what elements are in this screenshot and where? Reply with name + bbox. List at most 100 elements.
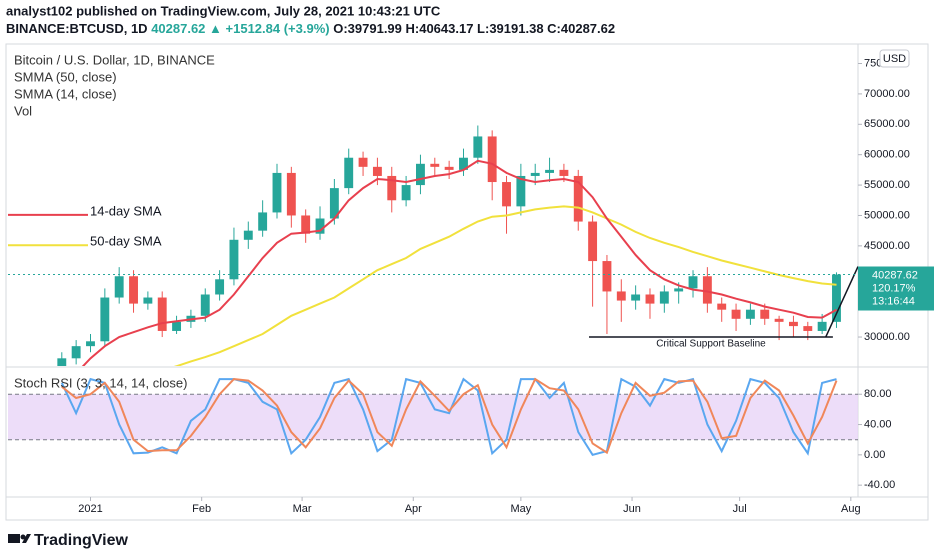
brand: TradingView (34, 532, 129, 549)
y-tick-label: 70000.00 (864, 88, 910, 100)
candle-body (114, 276, 124, 298)
candle-body (788, 321, 798, 327)
plot-layer: 30000.0035000.0040000.0045000.0050000.00… (8, 57, 934, 515)
candle-body (803, 326, 813, 331)
candle-body (487, 136, 497, 183)
candle-body (588, 221, 598, 262)
candle-body (774, 318, 784, 322)
candle-body (57, 358, 67, 366)
candle-body (545, 169, 555, 173)
last-price-box (858, 266, 934, 311)
candle-body (329, 188, 339, 219)
candle-body (286, 172, 296, 216)
x-tick-label: 2021 (78, 503, 102, 515)
y-tick-label: 50000.00 (864, 209, 910, 221)
series-line (60, 377, 837, 456)
published-line: analyst102 published on TradingView.com,… (6, 3, 441, 18)
x-tick-label: May (510, 503, 531, 515)
support-label: Critical Support Baseline (656, 339, 766, 350)
last-price: 40287.62 (151, 21, 205, 36)
candle-body (301, 215, 311, 234)
candle-body (100, 297, 110, 342)
candle-body (258, 212, 268, 231)
legend-entry: SMMA (14, close) (14, 86, 117, 101)
candle-body (717, 303, 727, 310)
x-tick-label: Feb (192, 503, 211, 515)
y-tick-label: 40.00 (864, 418, 892, 430)
y-tick-label: 80.00 (864, 388, 892, 400)
y-tick-label: -40.00 (864, 479, 895, 491)
currency-button[interactable] (879, 49, 910, 68)
symbol-line: BINANCE:BTCUSD, 1D 40287.62 ▲ +1512.84 (… (6, 21, 615, 36)
trendline (825, 266, 859, 338)
pane (8, 377, 858, 456)
y-tick-label: 65000.00 (864, 118, 910, 130)
y-tick-label: 60000.00 (864, 149, 910, 161)
ohlc: O:39791.99 H:40643.17 L:39191.38 C:40287… (333, 21, 615, 36)
candle-body (200, 294, 210, 316)
candle-body (473, 136, 483, 158)
candle-body (143, 297, 153, 304)
candle-body (358, 157, 368, 167)
candle-body (86, 341, 95, 347)
candle-body (272, 172, 282, 213)
candle-body (745, 309, 755, 319)
band (8, 394, 858, 440)
symbol: BINANCE:BTCUSD, 1D (6, 21, 148, 36)
candle-body (172, 321, 182, 331)
stoch-title: Stoch RSI (3, 3, 14, 14, close) (14, 375, 187, 390)
last-price-label: 40287.62 (872, 269, 918, 281)
series-line (173, 205, 837, 366)
y-tick-label: 45000.00 (864, 240, 910, 252)
x-tick-label: Jun (623, 503, 641, 515)
annotation: 50-day SMA (90, 234, 162, 249)
candle-body (731, 309, 741, 319)
brand-logo (8, 534, 31, 543)
x-tick-label: Aug (841, 503, 861, 515)
x-tick-label: Jul (733, 503, 747, 515)
series-line (61, 377, 838, 455)
candle-body (702, 276, 712, 304)
series-line (81, 159, 837, 366)
candle-body (387, 175, 397, 201)
candle-body (444, 166, 454, 170)
candle-body (602, 261, 612, 292)
x-tick-label: Apr (405, 503, 422, 515)
candle-body (616, 291, 626, 301)
currency[interactable]: USD (883, 53, 906, 65)
candle-body (817, 321, 827, 331)
y-tick-label: 30000.00 (864, 331, 910, 343)
last-price-change: 120.17% (872, 282, 916, 294)
chart-title: Bitcoin / U.S. Dollar, 1D, BINANCE (14, 52, 215, 67)
pane (57, 125, 841, 366)
y-tick-label: 0.00 (864, 449, 885, 461)
annotation: 14-day SMA (90, 203, 162, 218)
change: ▲ +1512.84 (+3.9%) (209, 21, 330, 36)
x-tick-label: Mar (293, 503, 312, 515)
candle-body (229, 239, 239, 280)
candle-body (631, 294, 641, 301)
candle-body (659, 291, 669, 304)
candle-body (832, 274, 841, 322)
candle-body (573, 175, 583, 222)
candle-body (129, 276, 138, 304)
candle-body (502, 182, 511, 207)
legend-entry: SMMA (50, close) (14, 69, 117, 84)
candle-body (530, 172, 540, 176)
candle-body (430, 163, 440, 167)
y-tick-label: 55000.00 (864, 179, 910, 191)
candle-body (688, 276, 698, 289)
candle-body (674, 288, 684, 292)
candle-body (372, 166, 382, 176)
candle-body (157, 297, 167, 331)
candle-body (559, 169, 569, 176)
candle-body (401, 185, 411, 201)
volume-legend: Vol (14, 103, 32, 118)
candle-body (459, 157, 468, 170)
candle-body (315, 218, 325, 234)
candle-body (344, 157, 354, 189)
candle-body (516, 175, 526, 207)
candle-body (645, 294, 655, 304)
candle-body (416, 163, 425, 186)
